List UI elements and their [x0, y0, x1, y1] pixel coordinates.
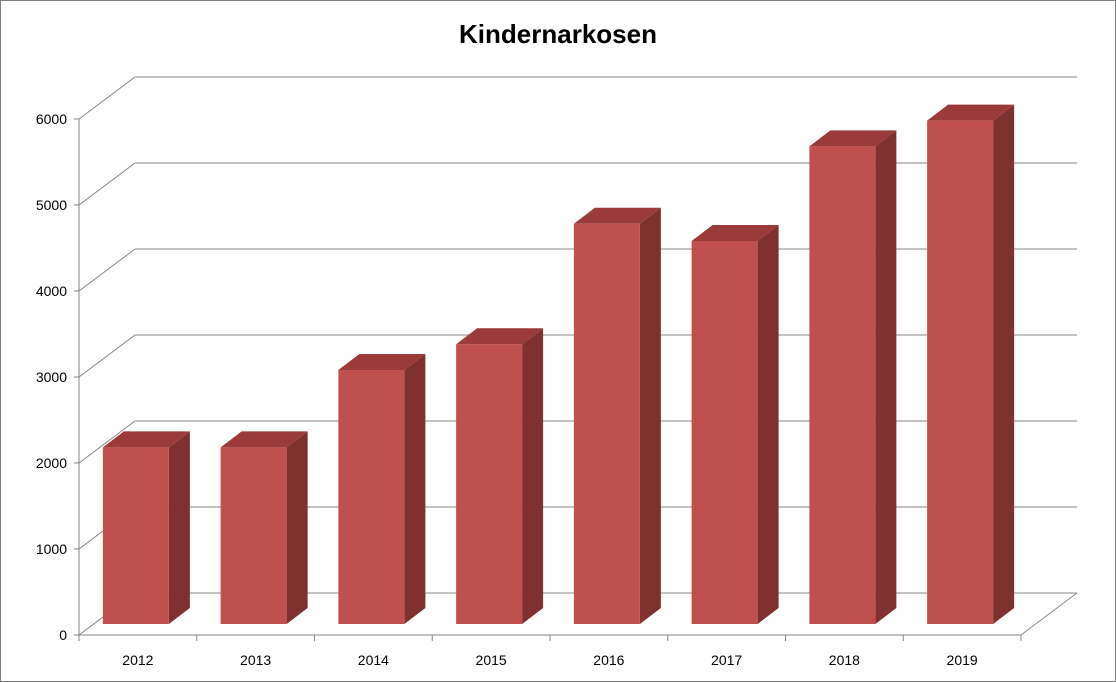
bar-front: [220, 447, 287, 624]
gridline-diagonal: [78, 420, 136, 464]
bar-side: [286, 431, 308, 624]
bar: [573, 207, 661, 625]
y-tick-label: 4000: [36, 283, 67, 299]
bar-front: [573, 223, 640, 625]
bar-top: [220, 431, 308, 448]
bar: [338, 354, 426, 624]
bar-top: [456, 328, 544, 345]
x-axis-ticks: 2012 2013 2014 2015 2016 2017 2018 2019: [122, 652, 978, 668]
bar-front: [809, 146, 876, 624]
gridline-diagonal: [78, 162, 136, 206]
y-tick-label: 2000: [36, 455, 67, 471]
y-tick-label: 5000: [36, 197, 67, 213]
bar-front: [927, 120, 994, 624]
bar-side: [404, 354, 426, 624]
chart-title: Kindernarkosen: [459, 19, 657, 49]
x-tick-label: 2017: [711, 652, 742, 668]
bar-top: [691, 225, 779, 241]
floor-right-edge: [1020, 592, 1078, 636]
gridline-diagonal: [78, 76, 136, 120]
x-tick-label: 2013: [240, 652, 271, 668]
bar-front: [456, 344, 523, 624]
bar: [691, 225, 779, 624]
x-tick-label: 2012: [122, 652, 153, 668]
y-axis-ticks: 0 1000 2000 3000 4000 5000 6000: [36, 111, 67, 643]
bar-top: [573, 207, 661, 224]
gridline-diagonal: [78, 334, 136, 378]
bar-front: [102, 447, 169, 624]
bars: [102, 104, 1015, 625]
axes: [74, 118, 1078, 641]
bar-side: [875, 130, 897, 624]
bar: [809, 130, 897, 624]
bar-top: [102, 431, 190, 448]
bar-side: [757, 225, 779, 624]
x-tick-label: 2018: [829, 652, 860, 668]
bar-front: [338, 370, 405, 624]
x-tick-label: 2019: [947, 652, 978, 668]
bar-side: [168, 431, 190, 624]
bar-top: [809, 130, 897, 147]
y-tick-label: 6000: [36, 111, 67, 127]
bar-side: [522, 328, 544, 624]
bar: [102, 431, 190, 624]
x-tick-label: 2015: [476, 652, 507, 668]
x-tick-label: 2014: [358, 652, 389, 668]
bar-top: [927, 104, 1015, 121]
y-tick-label: 3000: [36, 369, 67, 385]
x-tick-label: 2016: [593, 652, 624, 668]
y-tick-label: 0: [59, 627, 67, 643]
bar: [220, 431, 308, 624]
bar: [927, 104, 1015, 625]
bar-side: [993, 104, 1015, 625]
y-tick-label: 1000: [36, 541, 67, 557]
bar-top: [338, 354, 426, 370]
bar-front: [691, 241, 758, 624]
bar: [456, 328, 544, 624]
gridline-diagonal: [78, 248, 136, 292]
bar-side: [639, 207, 661, 625]
